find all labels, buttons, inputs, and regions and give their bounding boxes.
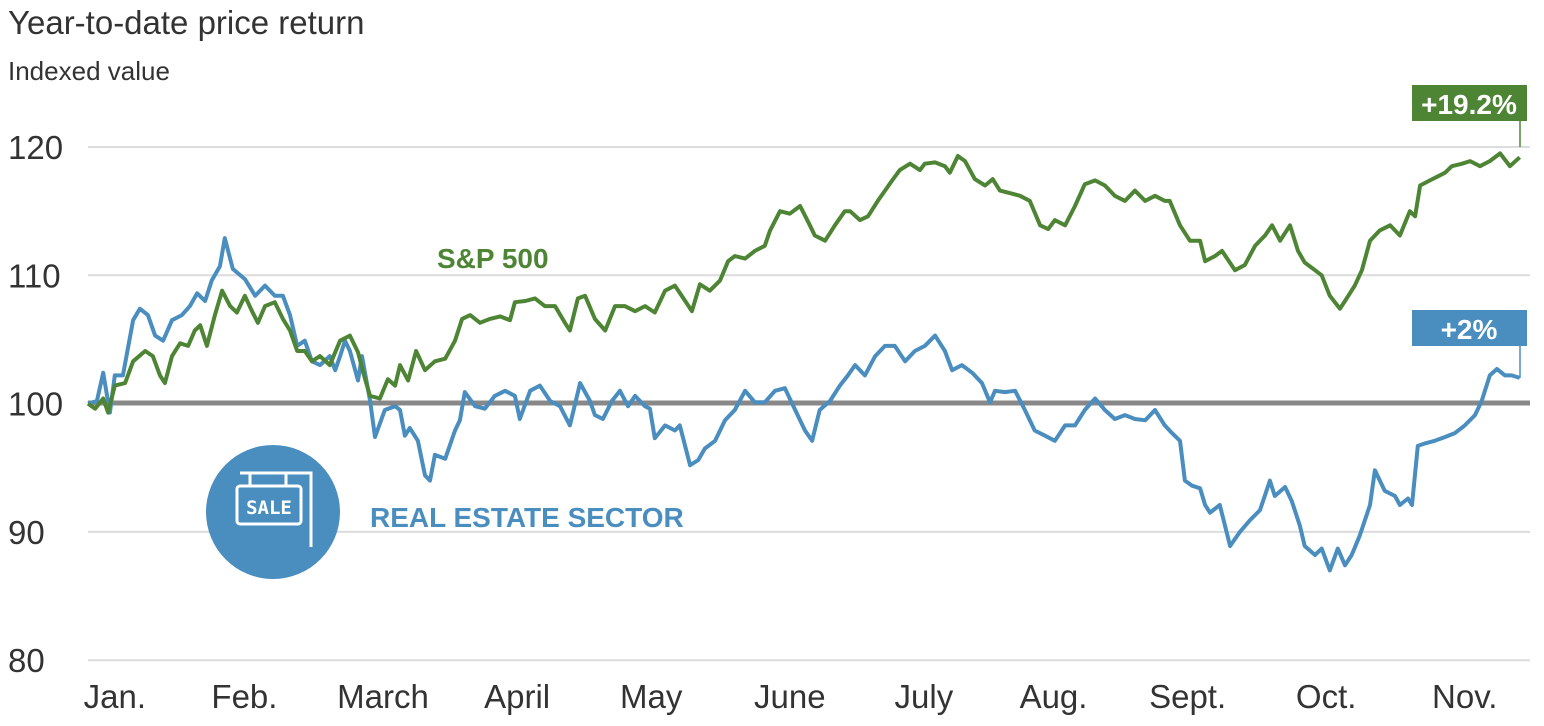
y-tick-label: 100 <box>8 386 63 423</box>
y-tick-label: 110 <box>8 257 61 294</box>
x-tick-label: March <box>337 678 429 715</box>
sp500-line <box>86 151 1522 415</box>
x-tick-label: Oct. <box>1296 678 1357 715</box>
x-tick-label: Nov. <box>1432 678 1497 715</box>
sale-sign-icon: SALE <box>206 445 340 579</box>
x-tick-label: Aug. <box>1020 678 1088 715</box>
real-estate-line <box>87 236 1521 573</box>
y-tick-label: 120 <box>8 129 63 166</box>
series-lines <box>86 151 1522 573</box>
x-axis-ticks: Jan. Feb. March April May June July Aug. Sept. Oc… <box>84 678 1498 715</box>
x-tick-label: June <box>754 678 826 715</box>
real-estate-end-value: +2% <box>1441 314 1498 345</box>
y-tick-label: 90 <box>8 514 45 551</box>
x-tick-label: April <box>484 678 550 715</box>
sale-sign-text: SALE <box>246 497 292 519</box>
x-tick-label: Feb. <box>211 678 277 715</box>
sp500-end-value: +19.2% <box>1421 89 1517 120</box>
real-estate-end-label: +2% <box>1412 310 1527 378</box>
chart-title: Year-to-date price return <box>8 4 364 41</box>
chart-subtitle: Indexed value <box>8 56 170 86</box>
x-tick-label: May <box>620 678 683 715</box>
sp500-series-label: S&P 500 <box>437 243 549 274</box>
real-estate-series-label: REAL ESTATE SECTOR <box>370 502 684 533</box>
x-tick-label: July <box>895 678 954 715</box>
x-tick-label: Jan. <box>84 678 146 715</box>
x-tick-label: Sept. <box>1149 678 1226 715</box>
y-tick-label: 80 <box>8 642 45 679</box>
y-axis-ticks: 120 110 100 90 80 <box>8 129 63 679</box>
sp500-end-label: +19.2% <box>1412 85 1527 147</box>
